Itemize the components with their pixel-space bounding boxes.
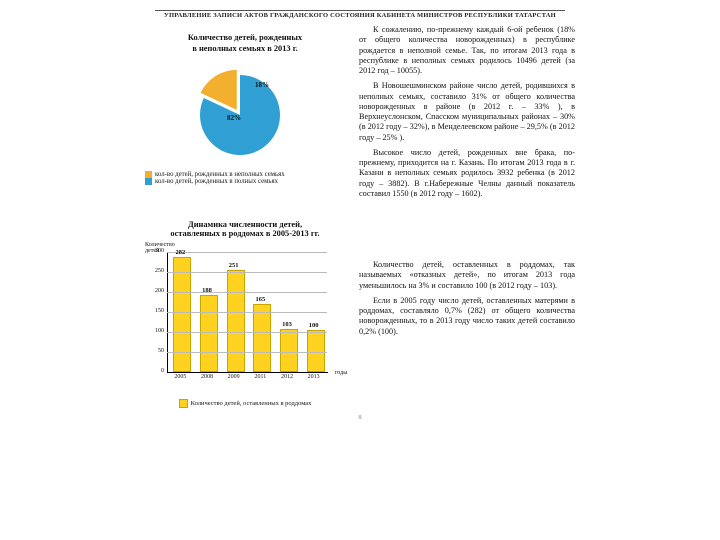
bar-value-label: 165 <box>252 296 268 303</box>
bar-xtick: 2013 <box>304 374 324 380</box>
pie-title: Количество детей, рожденных в неполных с… <box>145 33 345 55</box>
pie-legend: кол-во детей, рожденных в неполных семья… <box>145 171 345 185</box>
bar-ytick: 200 <box>149 288 164 294</box>
document-page: УПРАВЛЕНИЕ ЗАПИСИ АКТОВ ГРАЖДАНСКОГО СОС… <box>145 0 575 427</box>
pie-title-line2: в неполных семьях в 2013 г. <box>192 44 297 53</box>
pie-label-18: 18% <box>255 81 269 89</box>
page-header: УПРАВЛЕНИЕ ЗАПИСИ АКТОВ ГРАЖДАНСКОГО СОС… <box>145 12 575 19</box>
para-top-1: В Новошешминском районе число детей, род… <box>359 81 575 143</box>
para-bottom-1: Если в 2005 году число детей, оставленны… <box>359 296 575 337</box>
bar-xtick: 2011 <box>250 374 270 380</box>
pie-chart: 82% 18% <box>145 59 345 169</box>
bar <box>200 295 218 372</box>
pie-legend-item-0: кол-во детей, рожденных в полных семьях <box>145 178 345 185</box>
bar-x-title: годы <box>335 370 347 376</box>
header-rule <box>155 10 565 11</box>
page-number: 8 <box>145 414 575 421</box>
bar-title: Динамика численности детей, оставленных … <box>145 220 345 238</box>
bar-ytick: 50 <box>149 348 164 354</box>
bar <box>253 304 271 372</box>
bar-value-label: 103 <box>279 321 295 328</box>
bar-value-label: 188 <box>199 287 215 294</box>
bar-ytick: 0 <box>149 368 164 374</box>
bar-ytick: 150 <box>149 308 164 314</box>
section-top: Количество детей, рожденных в неполных с… <box>145 25 575 204</box>
bar-xtick: 2009 <box>224 374 244 380</box>
bar-value-label: 251 <box>226 262 242 269</box>
pie-legend-text-0: кол-во детей, рожденных в полных семьях <box>155 178 278 185</box>
section-bottom: Количество детей годы 050100150200250300… <box>145 242 575 408</box>
bar-chart: Количество детей годы 050100150200250300… <box>145 242 335 397</box>
bar-ytick: 250 <box>149 268 164 274</box>
swatch-yellow <box>179 399 188 408</box>
para-top-0: К сожалению, по-прежнему каждый 6-ой реб… <box>359 25 575 76</box>
bar-xtick: 2005 <box>170 374 190 380</box>
bar-value-label: 100 <box>306 322 322 329</box>
bar-legend-text: Количество детей, оставленных в роддомах <box>191 400 312 407</box>
bar <box>307 330 325 372</box>
para-bottom-0: Количество детей, оставленных в роддомах… <box>359 260 575 291</box>
pie-label-82: 82% <box>227 114 241 122</box>
bar-legend: Количество детей, оставленных в роддомах <box>145 399 345 408</box>
pie-column: Количество детей, рожденных в неполных с… <box>145 25 345 204</box>
swatch-orange <box>145 171 152 178</box>
bar-title-line2: оставленных в роддомах в 2005-2013 гг. <box>170 229 319 238</box>
bar-title-line1: Динамика численности детей, <box>188 220 302 229</box>
bar-xtick: 2008 <box>197 374 217 380</box>
bar-column: Количество детей годы 050100150200250300… <box>145 242 345 408</box>
bar-ytick: 100 <box>149 328 164 334</box>
pie-legend-text-1: кол-во детей, рожденных в неполных семья… <box>155 171 285 178</box>
pie-title-line1: Количество детей, рожденных <box>188 33 302 42</box>
pie-legend-item-1: кол-во детей, рожденных в неполных семья… <box>145 171 345 178</box>
bar <box>227 270 245 372</box>
para-top-2: Высокое число детей, рожденных вне брака… <box>359 148 575 199</box>
swatch-blue <box>145 178 152 185</box>
bar <box>280 329 298 372</box>
text-top: К сожалению, по-прежнему каждый 6-ой реб… <box>359 25 575 204</box>
bar-xtick: 2012 <box>277 374 297 380</box>
bar <box>173 257 191 372</box>
bar-ytick: 300 <box>149 248 164 254</box>
bar-value-label: 282 <box>172 249 188 256</box>
text-bottom: Количество детей, оставленных в роддомах… <box>359 242 575 408</box>
